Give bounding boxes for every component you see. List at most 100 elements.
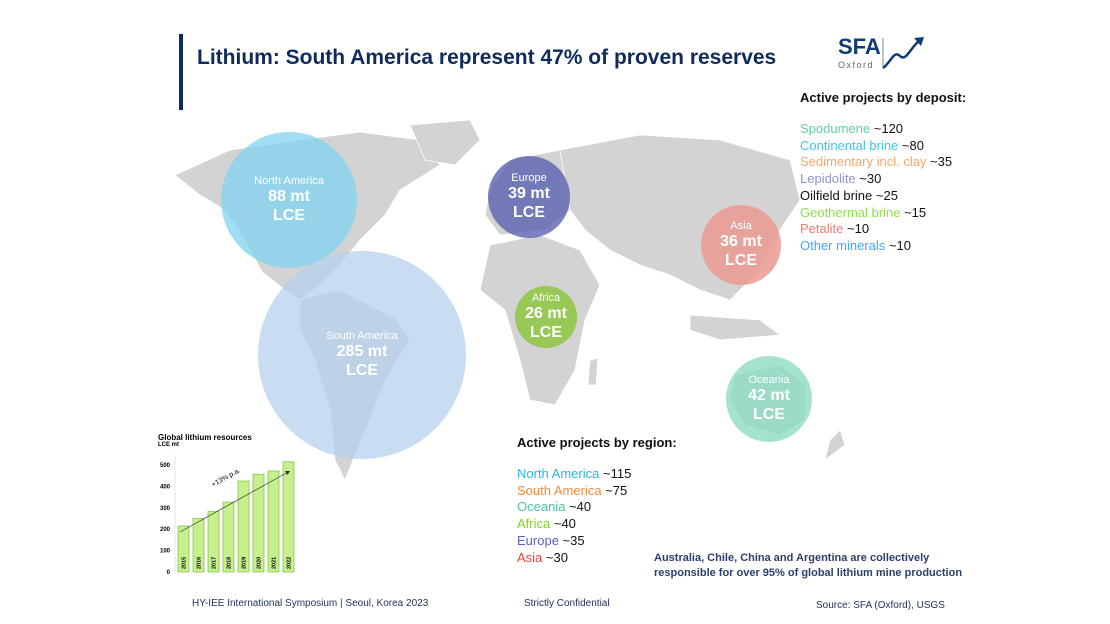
legend-value: ~10 — [847, 221, 870, 237]
legend-value: ~30 — [545, 549, 568, 565]
deposit-legend-title: Active projects by deposit: — [800, 90, 967, 105]
y-tick-label: 100 — [160, 549, 171, 555]
legend-label: Oceania — [517, 499, 566, 515]
deposit-legend-item: Geothermal brine ~15 — [800, 205, 966, 222]
bubble-region-name: South America — [326, 330, 398, 342]
svg-text:Oxford: Oxford — [838, 60, 874, 70]
bar-category-label: 2017 — [212, 557, 218, 569]
chart-title-block: Global lithium resources LCE mt — [158, 433, 252, 448]
bubble-region-name: Africa — [531, 292, 561, 304]
sfa-oxford-logo: SFA Oxford — [836, 32, 931, 78]
region-legend-title: Active projects by region: — [517, 435, 677, 450]
bar-2015 — [177, 525, 190, 573]
madagascar-landmass — [587, 357, 599, 386]
region-legend-item: Asia ~30 — [517, 550, 677, 567]
note-line: Australia, Chile, China and Argentina ar… — [654, 552, 930, 564]
bar-category-label: 2021 — [272, 557, 278, 569]
deposit-legend-item: Spodumene ~120 — [800, 121, 966, 138]
bar-2020 — [252, 473, 265, 573]
legend-label: North America — [517, 466, 600, 481]
chart-title: Global lithium resources — [158, 433, 252, 442]
bubble-unit: LCE — [725, 252, 757, 269]
new-zealand-landmass — [824, 429, 846, 461]
lithium-resources-chart: 0 100 200 300 400 500 2015 2016 2017 2018 2019 2020… — [160, 455, 295, 576]
bubble-unit: LCE — [530, 324, 562, 341]
bubble-europe: Europe 39 mt LCE — [488, 156, 570, 238]
legend-value: ~115 — [603, 466, 632, 481]
bubble-region-name: Asia — [730, 220, 752, 232]
y-tick-label: 0 — [167, 570, 171, 576]
bubble-region-name: Europe — [511, 172, 547, 184]
bubble-unit: LCE — [273, 207, 305, 224]
deposit-legend-item: Sedimentary incl. clay ~35 — [800, 154, 966, 171]
bubble-value: 285 mt — [336, 343, 388, 360]
legend-value: ~10 — [888, 237, 911, 253]
bar-category-label: 2015 — [182, 557, 188, 569]
bubble-value: 39 mt — [508, 185, 550, 202]
bar-2021 — [267, 470, 280, 573]
legend-label: Geothermal brine — [800, 204, 901, 220]
bubble-region-name: North America — [254, 175, 324, 187]
bar-category-label: 2022 — [287, 557, 293, 569]
title-accent-bar — [179, 34, 183, 110]
bar-2019 — [237, 480, 250, 573]
region-legend: Active projects by region: North America… — [517, 435, 677, 566]
deposit-legend-item: Lepidolite ~30 — [800, 171, 966, 188]
legend-value: ~75 — [605, 482, 628, 498]
legend-label: Spodumene — [800, 121, 871, 136]
trend-arrow — [179, 470, 291, 533]
bar-category-label: 2020 — [257, 557, 263, 569]
deposit-legend-item: Petalite ~10 — [800, 221, 966, 238]
bar-2018 — [222, 501, 235, 573]
bubble-asia: Asia 36 mt LCE — [701, 205, 781, 285]
bubble-north-america: North America 88 mt LCE — [221, 132, 357, 268]
region-legend-item: North America ~115 — [517, 466, 677, 483]
trend-arrowhead — [285, 471, 290, 475]
trend-annotation: +13% p.a. — [211, 467, 242, 489]
legend-value: ~120 — [873, 121, 904, 136]
footer-confidential: Strictly Confidential — [524, 598, 610, 609]
bar-2016 — [192, 518, 205, 573]
legend-label: Continental brine — [800, 137, 899, 153]
bubble-value: 26 mt — [525, 305, 567, 322]
indonesia-landmass — [689, 314, 782, 341]
legend-label: Sedimentary incl. clay — [800, 154, 927, 170]
legend-value: ~35 — [562, 532, 585, 548]
bar-2017 — [207, 511, 220, 573]
legend-label: Oilfield brine — [800, 187, 873, 203]
region-legend-item: Africa ~40 — [517, 516, 677, 533]
legend-value: ~80 — [901, 137, 924, 153]
bubble-unit: LCE — [346, 362, 378, 379]
bubble-unit: LCE — [513, 204, 545, 221]
bubble-region-name: Oceania — [748, 374, 790, 386]
production-note: Australia, Chile, China and Argentina ar… — [654, 551, 962, 581]
legend-value: ~30 — [859, 171, 882, 187]
region-legend-item: Oceania ~40 — [517, 499, 677, 516]
legend-label: Europe — [517, 532, 559, 548]
deposit-legend-item: Continental brine ~80 — [800, 138, 966, 155]
bar-category-label: 2018 — [227, 557, 233, 569]
bar-category-label: 2016 — [197, 557, 203, 569]
y-tick-label: 300 — [160, 506, 171, 512]
note-line: responsible for over 95% of global lithi… — [654, 567, 963, 579]
legend-label: Other minerals — [800, 237, 886, 253]
legend-label: Lepidolite — [800, 171, 856, 187]
footer-source: Source: SFA (Oxford), USGS — [816, 600, 945, 611]
greenland-landmass — [409, 119, 481, 166]
legend-label: Petalite — [800, 221, 844, 237]
y-tick-label: 200 — [160, 527, 171, 533]
svg-text:SFA: SFA — [838, 34, 881, 59]
legend-label: Africa — [517, 516, 551, 532]
region-legend-item: Europe ~35 — [517, 533, 677, 550]
bar-category-label: 2019 — [242, 557, 248, 569]
deposit-legend-item: Other minerals ~10 — [800, 238, 966, 255]
y-tick-label: 400 — [160, 484, 171, 490]
legend-value: ~35 — [930, 154, 953, 170]
legend-value: ~40 — [569, 499, 592, 515]
region-legend-item: South America ~75 — [517, 483, 677, 500]
deposit-legend: Active projects by deposit: Spodumene ~1… — [800, 90, 966, 255]
bar-2022 — [282, 461, 295, 573]
bubble-oceania: Oceania 42 mt LCE — [726, 356, 812, 442]
legend-value: ~40 — [553, 516, 576, 532]
